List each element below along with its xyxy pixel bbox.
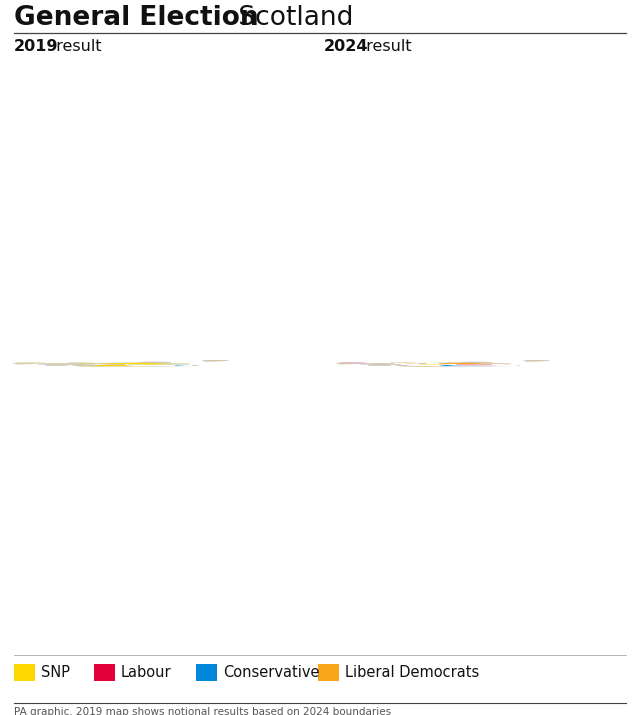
FancyBboxPatch shape (196, 664, 217, 681)
Polygon shape (360, 363, 394, 364)
Polygon shape (388, 363, 456, 365)
Polygon shape (406, 365, 517, 366)
Text: 2024: 2024 (324, 39, 369, 54)
Text: Scotland: Scotland (230, 5, 353, 31)
Polygon shape (399, 363, 520, 367)
Polygon shape (388, 363, 417, 365)
Text: SNP: SNP (41, 665, 70, 680)
Text: General Election: General Election (14, 5, 259, 31)
Text: result: result (51, 39, 102, 54)
Text: Liberal Democrats: Liberal Democrats (345, 665, 479, 680)
Polygon shape (202, 360, 225, 361)
Polygon shape (38, 363, 72, 364)
Polygon shape (438, 365, 515, 366)
Polygon shape (336, 363, 366, 364)
Polygon shape (13, 363, 44, 364)
Text: PA graphic. 2019 map shows notional results based on 2024 boundaries: PA graphic. 2019 map shows notional resu… (14, 707, 391, 715)
Polygon shape (524, 360, 546, 361)
Polygon shape (125, 365, 192, 366)
FancyBboxPatch shape (318, 664, 339, 681)
Text: result: result (361, 39, 412, 54)
FancyBboxPatch shape (94, 664, 115, 681)
Text: 2019: 2019 (14, 39, 58, 54)
Text: Conservative: Conservative (223, 665, 319, 680)
Polygon shape (77, 363, 198, 367)
Text: Labour: Labour (121, 665, 172, 680)
FancyBboxPatch shape (14, 664, 35, 681)
Polygon shape (66, 363, 95, 365)
